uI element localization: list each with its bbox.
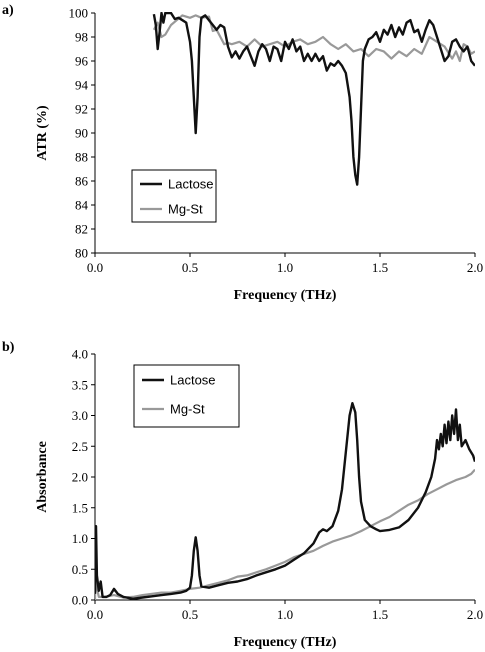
x-axis-title: Frequency (THz) <box>234 635 337 650</box>
chart-b: b) 0.0 0.5 1.0 1.5 2.0 2.5 3.0 3.5 4.0 0.0 0.5 1.0 1.… <box>2 340 483 650</box>
x-tick-label: 0.5 <box>182 260 198 275</box>
series-line-mgst <box>152 14 475 63</box>
y-tick-label: 0.0 <box>72 593 88 608</box>
series-line-lactose <box>152 12 475 186</box>
y-tick-label: 88 <box>75 150 88 165</box>
y-tick-label: 96 <box>75 54 89 69</box>
y-tick-label: 90 <box>75 126 88 141</box>
y-axis-title: Absorbance <box>35 441 50 513</box>
x-tick-label: 1.5 <box>372 607 388 622</box>
x-tick-label: 0.0 <box>87 260 103 275</box>
legend-label-mgst: Mg-St <box>168 202 203 217</box>
legend-label-lactose: Lactose <box>168 177 214 192</box>
y-tick-label: 2.0 <box>72 470 88 485</box>
y-tick-label: 98 <box>75 30 88 45</box>
series-line-lactose <box>95 402 475 600</box>
x-tick-label: 1.0 <box>277 260 293 275</box>
legend-label-lactose: Lactose <box>170 373 216 388</box>
y-tick-label: 94 <box>75 78 89 93</box>
y-tick-label: 3.0 <box>72 408 88 423</box>
x-tick-label: 0.5 <box>182 607 198 622</box>
y-axis-title: ATR (%) <box>35 105 50 161</box>
legend-box <box>131 169 217 223</box>
x-tick-label: 1.0 <box>277 607 293 622</box>
y-tick-label: 92 <box>75 102 88 117</box>
y-tick-label: 1.0 <box>72 531 88 546</box>
y-tick-label: 1.5 <box>72 500 88 515</box>
series-line-mgst <box>95 468 475 600</box>
panel-label: b) <box>2 340 15 355</box>
x-tick-label: 1.5 <box>372 260 388 275</box>
y-tick-label: 4.0 <box>72 347 88 362</box>
y-tick-label: 100 <box>69 6 89 21</box>
y-tick-label: 3.5 <box>72 377 88 392</box>
x-tick-label: 2.0 <box>467 260 483 275</box>
legend-label-mgst: Mg-St <box>170 402 205 417</box>
x-axis-title: Frequency (THz) <box>234 288 337 303</box>
chart-a: a) 80 82 84 86 88 90 92 94 96 98 100 0.0 0.5 1.0 1.5 2.0… <box>2 3 483 303</box>
y-tick-label: 80 <box>75 246 88 261</box>
y-tick-label: 82 <box>75 222 88 237</box>
x-tick-label: 0.0 <box>87 607 103 622</box>
legend-box <box>133 364 240 428</box>
y-tick-label: 0.5 <box>72 562 88 577</box>
x-tick-label: 2.0 <box>467 607 483 622</box>
y-tick-label: 84 <box>75 198 89 213</box>
y-tick-label: 86 <box>75 174 89 189</box>
y-tick-label: 2.5 <box>72 439 88 454</box>
legend: Lactose Mg-St <box>131 169 217 223</box>
panel-label: a) <box>2 3 14 18</box>
legend: Lactose Mg-St <box>133 364 240 428</box>
